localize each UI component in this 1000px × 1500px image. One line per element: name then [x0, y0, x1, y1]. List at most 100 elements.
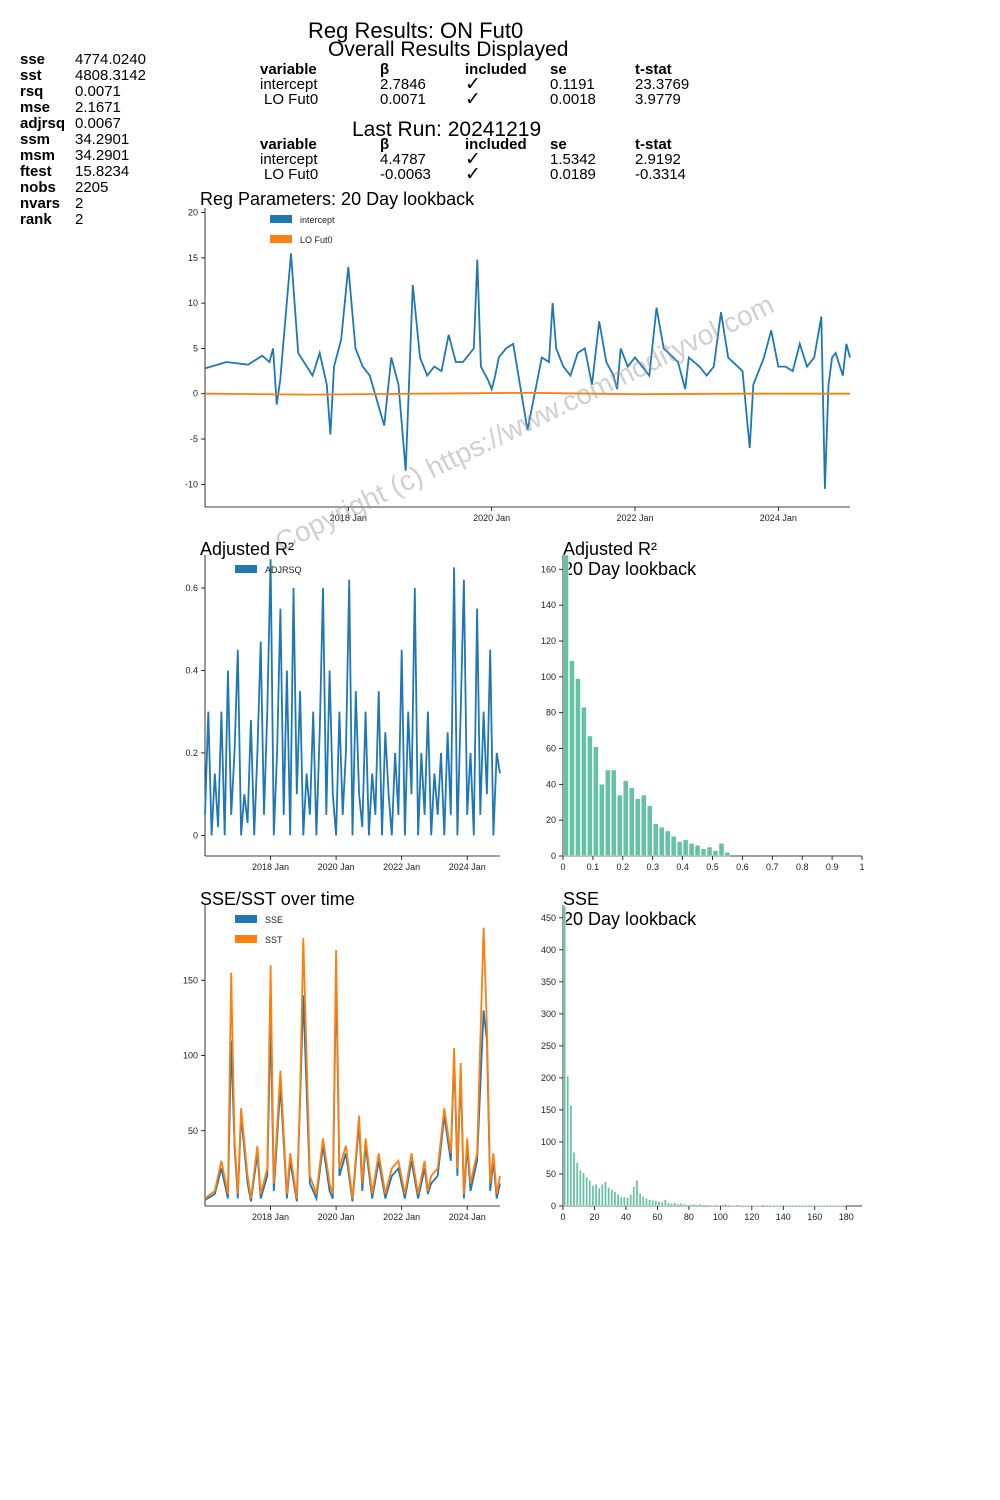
stat-value: 34.2901 — [75, 147, 130, 164]
histogram-bar — [641, 1196, 645, 1207]
histogram-bar — [629, 1194, 632, 1207]
histogram-bar — [689, 1204, 692, 1207]
histogram-bar — [733, 1205, 736, 1207]
histogram-bar — [724, 852, 731, 857]
x-tick-label: 2020 Jan — [318, 1212, 355, 1222]
histogram-bar — [647, 805, 653, 857]
table-header-cell: t-stat — [635, 136, 672, 153]
y-tick-label: 400 — [541, 945, 556, 955]
histogram-bar — [780, 1205, 784, 1207]
x-tick-label: 180 — [839, 1212, 854, 1222]
histogram-bar — [704, 1204, 708, 1207]
series-line — [204, 927, 501, 1200]
x-tick-label: 120 — [744, 1212, 759, 1222]
histogram-bar — [563, 554, 569, 857]
histogram-bar — [617, 794, 623, 857]
x-tick-label: 0.6 — [736, 862, 749, 872]
histogram-bar — [830, 1205, 834, 1207]
histogram-bar — [581, 707, 587, 857]
sse-hist-title: SSE — [563, 889, 600, 909]
histogram-bar — [698, 1203, 702, 1207]
table-cell: 1.5342 — [550, 151, 596, 168]
histogram-bar — [700, 848, 707, 857]
histogram-bar — [626, 1197, 629, 1207]
histogram-bar — [786, 1205, 790, 1207]
adjr2-hist-title: Adjusted R² — [563, 539, 658, 559]
y-tick-label: 40 — [546, 779, 556, 789]
stat-value: 4774.0240 — [75, 51, 146, 68]
histogram-bar — [682, 1203, 686, 1207]
legend-label: LO Fut0 — [300, 235, 333, 245]
x-tick-label: 0.8 — [796, 862, 809, 872]
table-cell: 3.9779 — [635, 91, 681, 108]
histogram-bar — [758, 1205, 761, 1207]
histogram-bar — [796, 1205, 799, 1207]
histogram-bar — [695, 1204, 699, 1207]
table-cell: intercept — [260, 151, 318, 168]
stat-value: 2 — [75, 211, 84, 228]
histogram-bar — [717, 1205, 721, 1207]
histogram-bar — [767, 1205, 771, 1207]
series-line — [204, 559, 501, 836]
histogram-bar — [648, 1199, 651, 1207]
histogram-bar — [670, 836, 677, 857]
legend-label: SST — [265, 935, 283, 945]
histogram-bar — [726, 1204, 730, 1207]
table-header: variable β included se t-stat — [260, 137, 720, 152]
histogram-bar — [611, 769, 617, 857]
histogram-bar — [605, 769, 611, 857]
legend-swatch — [235, 935, 257, 943]
y-tick-label: 140 — [541, 600, 556, 610]
y-tick-label: 450 — [541, 913, 556, 923]
table-header-cell: β — [380, 136, 390, 153]
table-cell: LO Fut0 — [264, 91, 319, 108]
adjr2-hist-subtitle: 20 Day lookback — [563, 559, 697, 579]
histogram-bar — [843, 1205, 846, 1207]
stat-value: 2.1671 — [75, 99, 121, 116]
histogram-bar — [660, 1201, 664, 1207]
stat-row: nvars 2 — [20, 196, 146, 212]
histogram-bar — [701, 1204, 705, 1207]
y-tick-label: 5 — [193, 343, 198, 353]
table-cell: 2.7846 — [380, 76, 426, 93]
histogram-bar — [730, 1205, 733, 1207]
histogram-bar — [833, 1205, 837, 1207]
table-header-cell: variable — [260, 136, 317, 153]
histogram-bar — [664, 1199, 667, 1207]
histogram-bar — [714, 1204, 717, 1207]
x-tick-label: 0.3 — [646, 862, 659, 872]
histogram-bar — [711, 1205, 714, 1207]
x-tick-label: 1 — [859, 862, 864, 872]
table-cell: 23.3769 — [635, 76, 690, 93]
y-tick-label: 0 — [551, 851, 556, 861]
y-tick-label: -5 — [190, 434, 198, 444]
stat-row: nobs 2205 — [20, 180, 146, 196]
overall-results-title: Overall Results Displayed — [328, 38, 569, 61]
y-tick-label: 0 — [551, 1201, 556, 1211]
stat-key: sse — [20, 51, 46, 68]
table-cell: 0.0071 — [380, 91, 426, 108]
histogram-bar — [718, 843, 725, 857]
histogram-bar — [805, 1205, 809, 1207]
histogram-bar — [723, 1203, 727, 1207]
x-tick-label: 2022 Jan — [616, 513, 653, 523]
histogram-bar — [739, 1205, 743, 1207]
x-tick-label: 2018 Jan — [330, 513, 367, 523]
stat-key: nobs — [20, 179, 56, 196]
stat-key: ssm — [20, 131, 51, 148]
histogram-bar — [679, 1203, 683, 1207]
last-run-table: variable β included se t-stat intercept 4.4787… — [260, 137, 720, 184]
histogram-bar — [676, 841, 683, 857]
histogram-bar — [818, 1205, 821, 1207]
histogram-bar — [771, 1205, 774, 1207]
y-tick-label: 150 — [541, 1105, 556, 1115]
x-tick-label: 140 — [776, 1212, 791, 1222]
stat-key: rsq — [20, 83, 44, 100]
histogram-bar — [840, 1205, 843, 1207]
table-row: intercept 2.7846 ✓ 0.1191 23.3769 — [260, 75, 720, 94]
included-check: ✓ — [465, 89, 481, 110]
stat-row: adjrsq 0.0067 — [20, 116, 146, 132]
histogram-bar — [694, 845, 701, 857]
sse-hist-subtitle: 20 Day lookback — [563, 909, 697, 929]
